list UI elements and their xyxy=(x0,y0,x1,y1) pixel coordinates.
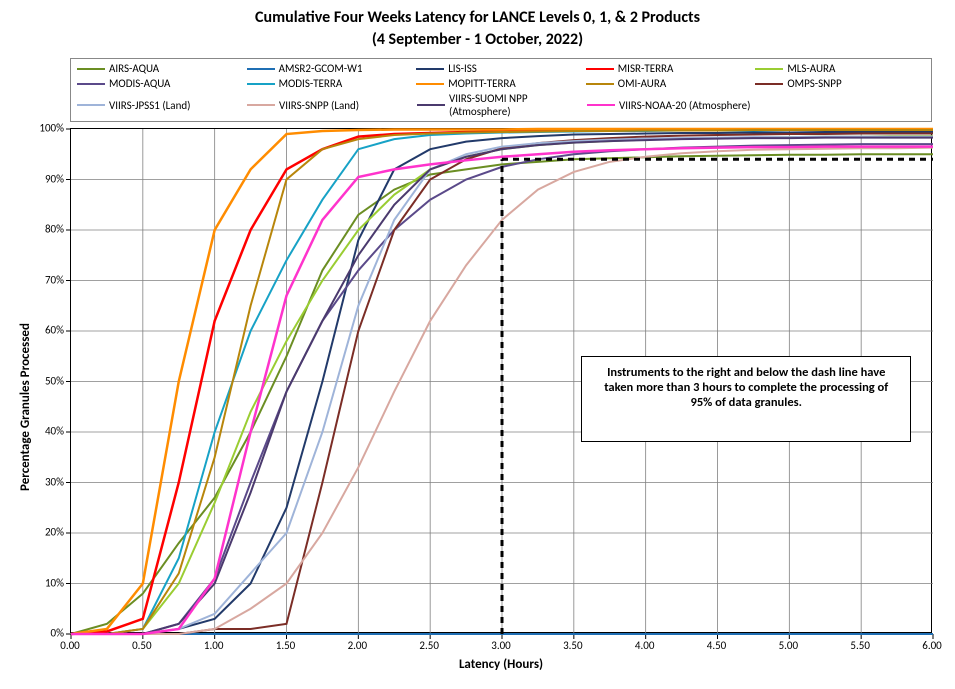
x-tick-label: 3.50 xyxy=(563,639,583,652)
legend-label: MODIS-AQUA xyxy=(109,77,170,90)
legend-label: VIIRS-SUOMI NPP (Atmosphere) xyxy=(449,92,583,118)
legend-item: OMPS-SNPP xyxy=(755,76,925,91)
legend-swatch xyxy=(77,83,105,85)
legend-item: MOPITT-TERRA xyxy=(416,76,586,91)
legend-label: OMPS-SNPP xyxy=(787,77,841,90)
x-tick-label: 5.50 xyxy=(850,639,870,652)
x-tick-label: 4.50 xyxy=(707,639,727,652)
y-tick-label: 20% xyxy=(24,526,64,539)
annotation-box: Instruments to the right and below the d… xyxy=(581,356,911,442)
chart-title-line2: (4 September - 1 October, 2022) xyxy=(0,30,955,49)
y-axis-label: Percentage Granules Processed xyxy=(18,323,33,491)
legend-label: MLS-AURA xyxy=(787,62,835,75)
chart-title-line1: Cumulative Four Weeks Latency for LANCE … xyxy=(0,8,955,27)
legend-swatch xyxy=(416,68,444,70)
legend-box: AIRS-AQUA AMSR2-GCOM-W1 LIS-ISS MISR-TERRA M… xyxy=(70,58,932,122)
legend-swatch xyxy=(417,104,445,106)
legend-label: VIIRS-SNPP (Land) xyxy=(279,99,359,112)
legend-swatch xyxy=(247,83,275,85)
x-tick-label: 3.00 xyxy=(491,639,511,652)
legend-swatch xyxy=(587,104,615,106)
legend-label: VIIRS-NOAA-20 (Atmosphere) xyxy=(619,99,750,112)
x-tick-label: 1.50 xyxy=(276,639,296,652)
legend-label: AIRS-AQUA xyxy=(109,62,159,75)
legend-label: MODIS-TERRA xyxy=(279,77,343,90)
legend-swatch xyxy=(755,68,783,70)
y-tick-label: 100% xyxy=(24,122,64,135)
legend-label: VIIRS-JPSS1 (Land) xyxy=(109,99,190,112)
y-tick-label: 70% xyxy=(24,273,64,286)
legend-item: VIIRS-JPSS1 (Land) xyxy=(77,91,247,119)
legend-swatch xyxy=(77,68,105,70)
y-tick-label: 10% xyxy=(24,576,64,589)
plot-area: Instruments to the right and below the d… xyxy=(70,128,932,633)
chart-container: { "title_line1": "Cumulative Four Weeks … xyxy=(0,0,955,689)
legend-item: LIS-ISS xyxy=(416,61,586,76)
legend-swatch xyxy=(586,83,614,85)
y-tick-label: 80% xyxy=(24,223,64,236)
y-tick-label: 50% xyxy=(24,374,64,387)
x-tick-label: 0.00 xyxy=(60,639,80,652)
legend-item: MLS-AURA xyxy=(755,61,925,76)
y-tick-label: 60% xyxy=(24,324,64,337)
legend-label: MISR-TERRA xyxy=(618,62,674,75)
legend-label: OMI-AURA xyxy=(618,77,666,90)
x-tick-label: 5.00 xyxy=(779,639,799,652)
legend-item: MODIS-AQUA xyxy=(77,76,247,91)
legend-item: OMI-AURA xyxy=(586,76,756,91)
y-tick-label: 90% xyxy=(24,172,64,185)
legend-item: AIRS-AQUA xyxy=(77,61,247,76)
x-tick-label: 2.00 xyxy=(348,639,368,652)
x-tick-label: 0.50 xyxy=(132,639,152,652)
legend-label: MOPITT-TERRA xyxy=(448,77,516,90)
y-tick-label: 0% xyxy=(24,627,64,640)
x-axis-label: Latency (Hours) xyxy=(70,657,932,672)
legend-label: AMSR2-GCOM-W1 xyxy=(279,62,363,75)
legend-item: MODIS-TERRA xyxy=(247,76,417,91)
x-tick-label: 2.50 xyxy=(419,639,439,652)
x-tick-label: 4.00 xyxy=(635,639,655,652)
legend-swatch xyxy=(77,104,105,106)
legend-swatch xyxy=(586,68,614,70)
legend-swatch xyxy=(416,83,444,85)
legend-item: VIIRS-NOAA-20 (Atmosphere) xyxy=(587,91,757,119)
legend-item: VIIRS-SNPP (Land) xyxy=(247,91,417,119)
legend-item: VIIRS-SUOMI NPP (Atmosphere) xyxy=(417,91,587,119)
x-tick-label: 6.00 xyxy=(922,639,942,652)
legend-item: AMSR2-GCOM-W1 xyxy=(247,61,417,76)
legend-swatch xyxy=(247,104,275,106)
legend-swatch xyxy=(755,83,783,85)
legend-item: MISR-TERRA xyxy=(586,61,756,76)
legend-label: LIS-ISS xyxy=(448,62,477,75)
x-tick-label: 1.00 xyxy=(204,639,224,652)
y-tick-label: 40% xyxy=(24,425,64,438)
y-tick-label: 30% xyxy=(24,475,64,488)
legend-swatch xyxy=(247,68,275,70)
